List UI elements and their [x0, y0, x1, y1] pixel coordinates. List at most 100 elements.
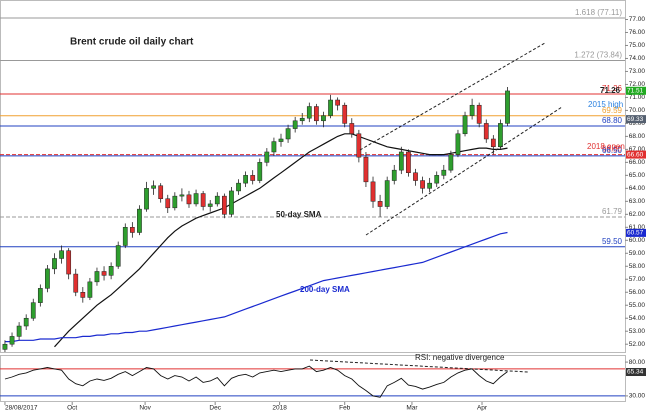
x-tick-label: Mar	[406, 405, 418, 412]
price-tag-label: 69.33	[627, 116, 644, 123]
x-tick-label: Nov	[139, 405, 151, 412]
y-tick-label: 62.00	[629, 211, 646, 218]
candle-body	[2, 343, 8, 350]
price-panel	[0, 0, 626, 353]
channel-upper	[359, 42, 546, 151]
divergence-line	[309, 359, 529, 373]
candle-body	[214, 195, 220, 205]
channel-lower	[365, 106, 563, 236]
candle-body	[101, 271, 107, 276]
level-label: 68.80	[602, 116, 623, 125]
y-tick-label: 57.00	[629, 276, 646, 283]
level-label: 59.50	[602, 237, 623, 246]
y-tick-label: 75.00	[629, 42, 646, 49]
candle-body	[229, 190, 234, 215]
candle-body	[342, 104, 348, 124]
candle-body	[455, 133, 461, 155]
candle-body	[292, 120, 298, 129]
candle-body	[165, 198, 171, 209]
candle-body	[115, 245, 121, 267]
candle-body	[398, 151, 404, 171]
candle-body	[37, 288, 43, 303]
candle-body	[441, 169, 447, 176]
candle-body	[363, 156, 369, 183]
candle-body	[505, 90, 510, 124]
price-tag	[626, 228, 646, 237]
y-tick-label: 76.00	[629, 29, 646, 36]
candle-body	[321, 115, 326, 122]
candle-body	[179, 194, 185, 197]
candle-body	[243, 175, 248, 184]
candle-body	[328, 99, 333, 116]
y-tick-label: 52.00	[629, 341, 646, 348]
annotation: RSI: negative divergence	[415, 353, 505, 362]
y-tick-label: 30.00	[629, 393, 646, 400]
candle-body	[271, 141, 277, 153]
candle-body	[476, 104, 482, 124]
candle-body	[448, 154, 454, 171]
y-tick-label: 71.00	[629, 94, 646, 101]
candle-body	[349, 123, 355, 135]
price-tag-label: 65.34	[627, 369, 644, 376]
candle-body	[413, 172, 418, 181]
sma-line	[54, 133, 508, 348]
candle-body	[314, 106, 319, 122]
y-tick-label: 60.00	[629, 237, 646, 244]
candle-body	[299, 117, 305, 122]
y-tick-label: 66.00	[629, 159, 646, 166]
candle-body	[9, 336, 15, 345]
candle-body	[490, 138, 496, 148]
candle-body	[16, 325, 22, 337]
level-label: 61.79	[602, 207, 623, 216]
candle-body	[434, 175, 440, 184]
level-label: 66.60	[602, 145, 623, 154]
candle-body	[80, 292, 86, 298]
candle-body	[87, 281, 93, 298]
candle-body	[222, 195, 227, 215]
candle-body	[384, 180, 390, 207]
y-tick-label: 80.00	[629, 359, 646, 366]
candle-body	[23, 317, 29, 327]
candle-body	[30, 302, 36, 319]
candle-body	[335, 99, 341, 106]
annotation: 2018 open	[587, 142, 625, 151]
price-tag-label: 60.57	[627, 230, 644, 237]
price-tag	[626, 86, 646, 95]
level-label: 1.618 (77.11)	[575, 8, 622, 17]
y-tick-label: 65.00	[629, 172, 646, 179]
chart-title: Brent crude oil daily chart	[70, 37, 194, 48]
rsi-line	[4, 365, 508, 398]
candle-body	[427, 182, 433, 189]
candle-body	[59, 250, 64, 259]
y-tick-label: 63.00	[629, 198, 646, 205]
candle-body	[158, 185, 164, 199]
y-tick-label: 68.00	[629, 133, 646, 140]
x-tick-label: Feb	[339, 405, 351, 412]
y-tick-label: 56.00	[629, 289, 646, 296]
x-tick-label: Dec	[209, 405, 221, 412]
y-tick-label: 72.00	[629, 81, 646, 88]
candle-body	[122, 227, 128, 246]
candle-body	[129, 227, 135, 233]
y-tick-label: 58.00	[629, 263, 646, 270]
candle-body	[420, 180, 425, 189]
candle-body	[236, 182, 241, 192]
candle-body	[469, 104, 475, 116]
x-tick-label: Apr	[477, 405, 488, 412]
x-tick-label: Oct	[67, 405, 77, 412]
candle-body	[52, 258, 57, 270]
level-label: 1.272 (73.84)	[574, 51, 622, 60]
candle-body	[144, 188, 149, 210]
annotation: 71.26	[600, 86, 621, 95]
y-tick-label: 69.00	[629, 120, 646, 127]
level-label: 71.26	[602, 84, 623, 93]
candle-body	[200, 193, 206, 207]
candle-body	[250, 175, 256, 181]
price-tag-label: 71.51	[627, 88, 644, 95]
candle-body	[264, 151, 270, 163]
annotation: 200-day SMA	[300, 285, 350, 294]
annotation: 50-day SMA	[276, 210, 322, 219]
y-tick-label: 53.00	[629, 328, 646, 335]
candle-body	[285, 128, 291, 140]
